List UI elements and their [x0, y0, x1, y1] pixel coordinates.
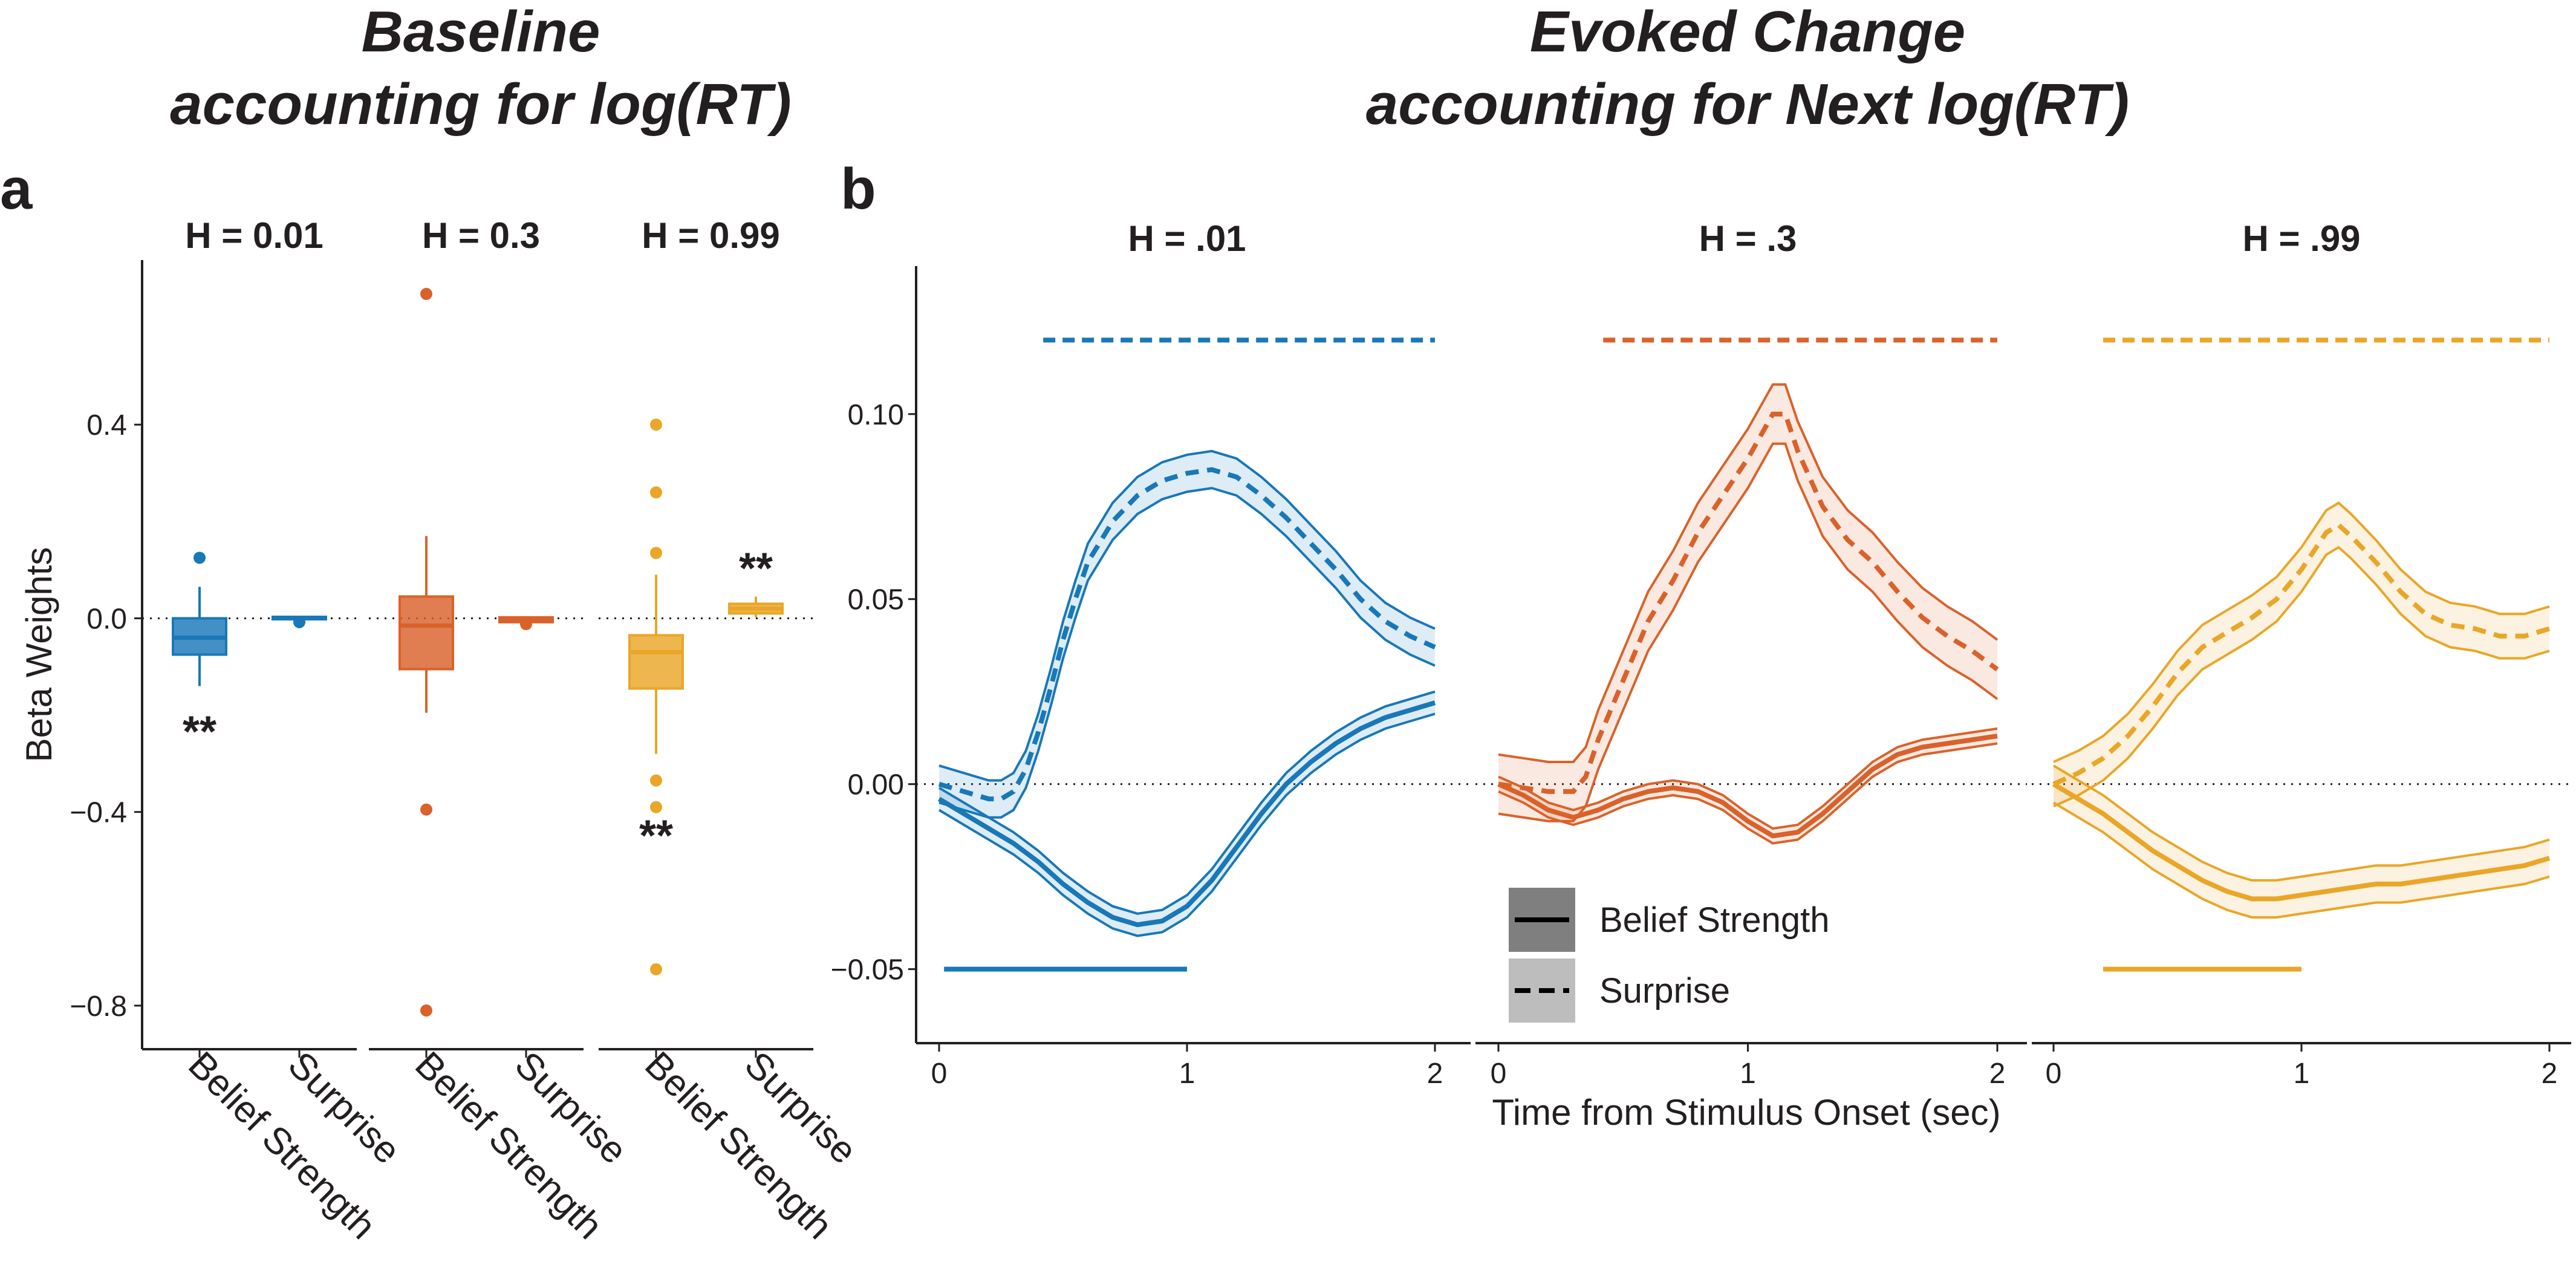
y-tick-label: −0.4: [70, 797, 127, 829]
band-lower-edge: [938, 712, 1436, 937]
outlier-point: [420, 1004, 432, 1017]
y-tick-label: 0.4: [86, 409, 127, 441]
confidence-band: [2054, 503, 2549, 807]
series-line-surprise: [938, 467, 1436, 802]
x-tick-label: 1: [1179, 1058, 1195, 1090]
x-tick-label: 1: [1740, 1058, 1756, 1090]
panel-b-timecourses: −0.05 0.00 0.05 0.10 H = .01 0 1 2 H = .3 0 1 2 H = …: [831, 218, 2571, 1133]
left-title-line1: Baseline: [362, 0, 600, 64]
band-lower-edge: [2053, 545, 2550, 808]
legend-label: Belief Strength: [1599, 900, 1829, 940]
y-tick-label: 0.0: [86, 603, 127, 635]
outlier-point: [293, 616, 305, 628]
facet-title: H = .99: [2242, 218, 2360, 259]
series-line-belief-strength: [937, 700, 1436, 928]
series-line-belief-strength: [2052, 782, 2551, 902]
box: [398, 595, 454, 671]
y-tick-label: −0.8: [70, 991, 127, 1023]
x-tick-label: 0: [2046, 1058, 2062, 1090]
outlier-point: [520, 618, 532, 631]
series-line-surprise: [1498, 411, 1999, 794]
band-lower-edge: [1498, 742, 1998, 845]
band-upper-edge: [2053, 501, 2550, 763]
legend-label: Surprise: [1599, 971, 1730, 1011]
y-tick-label: 0.00: [848, 769, 904, 801]
significance-stars: **: [183, 708, 216, 757]
band-lower-edge: [2052, 801, 2550, 919]
right-title-line2: accounting for Next log(RT): [1366, 72, 2129, 137]
outlier-point: [650, 801, 662, 813]
band-upper-edge: [938, 449, 1436, 782]
band-upper-edge: [1498, 383, 1999, 763]
band-lower-edge: [1498, 442, 1999, 822]
y-tick-label: 0.10: [848, 399, 904, 431]
box: [628, 634, 684, 690]
band-upper-edge: [1498, 727, 1998, 830]
x-tick-label: 2: [1989, 1058, 2006, 1090]
facet-title: H = 0.99: [642, 215, 780, 256]
y-tick-label: 0.05: [848, 584, 904, 616]
significance-stars: **: [739, 544, 773, 593]
outlier-point: [420, 288, 432, 301]
outlier-point: [194, 552, 206, 564]
confidence-band: [939, 691, 1435, 936]
x-tick-label: 0: [1491, 1058, 1507, 1090]
band-lower-edge: [938, 487, 1436, 819]
x-tick-label: 0: [931, 1058, 948, 1090]
y-axis-title: Beta Weights: [19, 547, 59, 763]
series-line-belief-strength: [1497, 734, 1998, 839]
right-title-line1: Evoked Change: [1530, 0, 1965, 64]
facet-title: H = .01: [1128, 218, 1246, 259]
band-upper-edge: [938, 690, 1436, 915]
panel-label-a: a: [0, 157, 33, 221]
x-tick-label: 1: [2294, 1058, 2310, 1090]
outlier-point: [650, 963, 662, 975]
confidence-band: [1498, 384, 1997, 821]
left-title-line2: accounting for log(RT): [170, 72, 791, 137]
x-tick-label: 2: [1427, 1058, 1443, 1090]
significance-stars: **: [639, 812, 673, 861]
facet-title: H = .3: [1699, 218, 1797, 259]
facet-title: H = 0.3: [422, 215, 540, 256]
outlier-point: [650, 547, 662, 559]
series-line-surprise: [2052, 522, 2551, 787]
outlier-point: [650, 486, 662, 499]
facet-title: H = 0.01: [185, 215, 324, 256]
x-tick-label: 2: [2542, 1058, 2558, 1090]
outlier-point: [420, 803, 432, 816]
x-axis-title: Time from Stimulus Onset (sec): [1492, 1092, 2000, 1133]
band-upper-edge: [2052, 764, 2550, 882]
y-tick-label: −0.05: [831, 954, 904, 986]
outlier-point: [650, 774, 662, 787]
confidence-band: [939, 451, 1435, 818]
panel-label-b: b: [841, 157, 876, 221]
outlier-point: [650, 418, 662, 431]
